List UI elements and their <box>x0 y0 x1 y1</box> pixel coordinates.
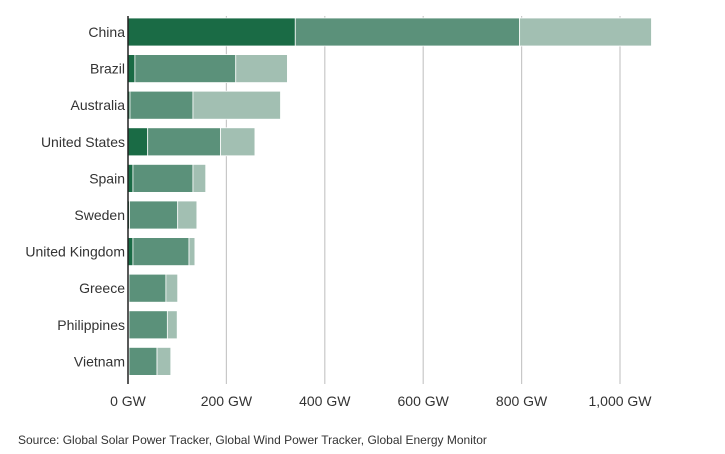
gridlines <box>225 16 621 384</box>
bar-spain-segment-3 <box>192 163 207 193</box>
bar-sweden-segment-3 <box>177 200 198 230</box>
bar-australia-segment-2 <box>129 90 194 120</box>
bar-greece-segment-3 <box>165 273 179 303</box>
bar-china-segment-2 <box>294 17 521 47</box>
tick-label-200: 200 GW <box>201 393 253 409</box>
bar-philippines-segment-3 <box>166 310 178 340</box>
category-labels: China Brazil Australia United States Spain Sw… <box>25 24 125 369</box>
category-label-philippines: Philippines <box>57 317 125 333</box>
tick-label-1000: 1,000 GW <box>588 393 652 409</box>
bar-united-states-segment-1 <box>127 127 149 157</box>
category-label-spain: Spain <box>89 170 125 186</box>
x-axis-ticks: 0 GW 200 GW 400 GW 600 GW 800 GW 1,000 GW <box>110 393 652 409</box>
bar-greece-segment-2 <box>128 273 167 303</box>
bar-united-states-segment-2 <box>147 127 221 157</box>
bar-united-states-segment-3 <box>220 127 256 157</box>
category-label-greece: Greece <box>79 280 125 296</box>
tick-label-600: 600 GW <box>398 393 450 409</box>
category-label-china: China <box>88 24 125 40</box>
category-label-united-kingdom: United Kingdom <box>25 244 125 260</box>
category-label-brazil: Brazil <box>90 61 125 77</box>
bar-vietnam-segment-2 <box>128 346 158 376</box>
bars <box>127 17 652 376</box>
category-label-australia: Australia <box>71 97 126 113</box>
bar-china-segment-1 <box>127 17 296 47</box>
category-label-sweden: Sweden <box>74 207 125 223</box>
bar-australia-segment-3 <box>192 90 281 120</box>
bar-philippines-segment-2 <box>128 310 168 340</box>
bar-china-segment-3 <box>519 17 652 47</box>
tick-label-400: 400 GW <box>299 393 351 409</box>
bar-united-kingdom-segment-2 <box>132 237 190 267</box>
category-label-vietnam: Vietnam <box>74 353 125 369</box>
bar-united-kingdom-segment-3 <box>188 237 196 267</box>
bar-brazil-segment-2 <box>134 54 237 83</box>
tick-label-800: 800 GW <box>496 393 548 409</box>
bar-brazil-segment-1 <box>127 54 136 83</box>
tick-label-0: 0 GW <box>110 393 147 409</box>
source-note: Source: Global Solar Power Tracker, Glob… <box>18 433 487 447</box>
bar-brazil-segment-3 <box>235 54 288 83</box>
bar-spain-segment-2 <box>132 163 194 193</box>
bar-sweden-segment-2 <box>129 200 179 230</box>
category-label-united-states: United States <box>41 134 125 150</box>
bar-vietnam-segment-3 <box>156 346 172 376</box>
